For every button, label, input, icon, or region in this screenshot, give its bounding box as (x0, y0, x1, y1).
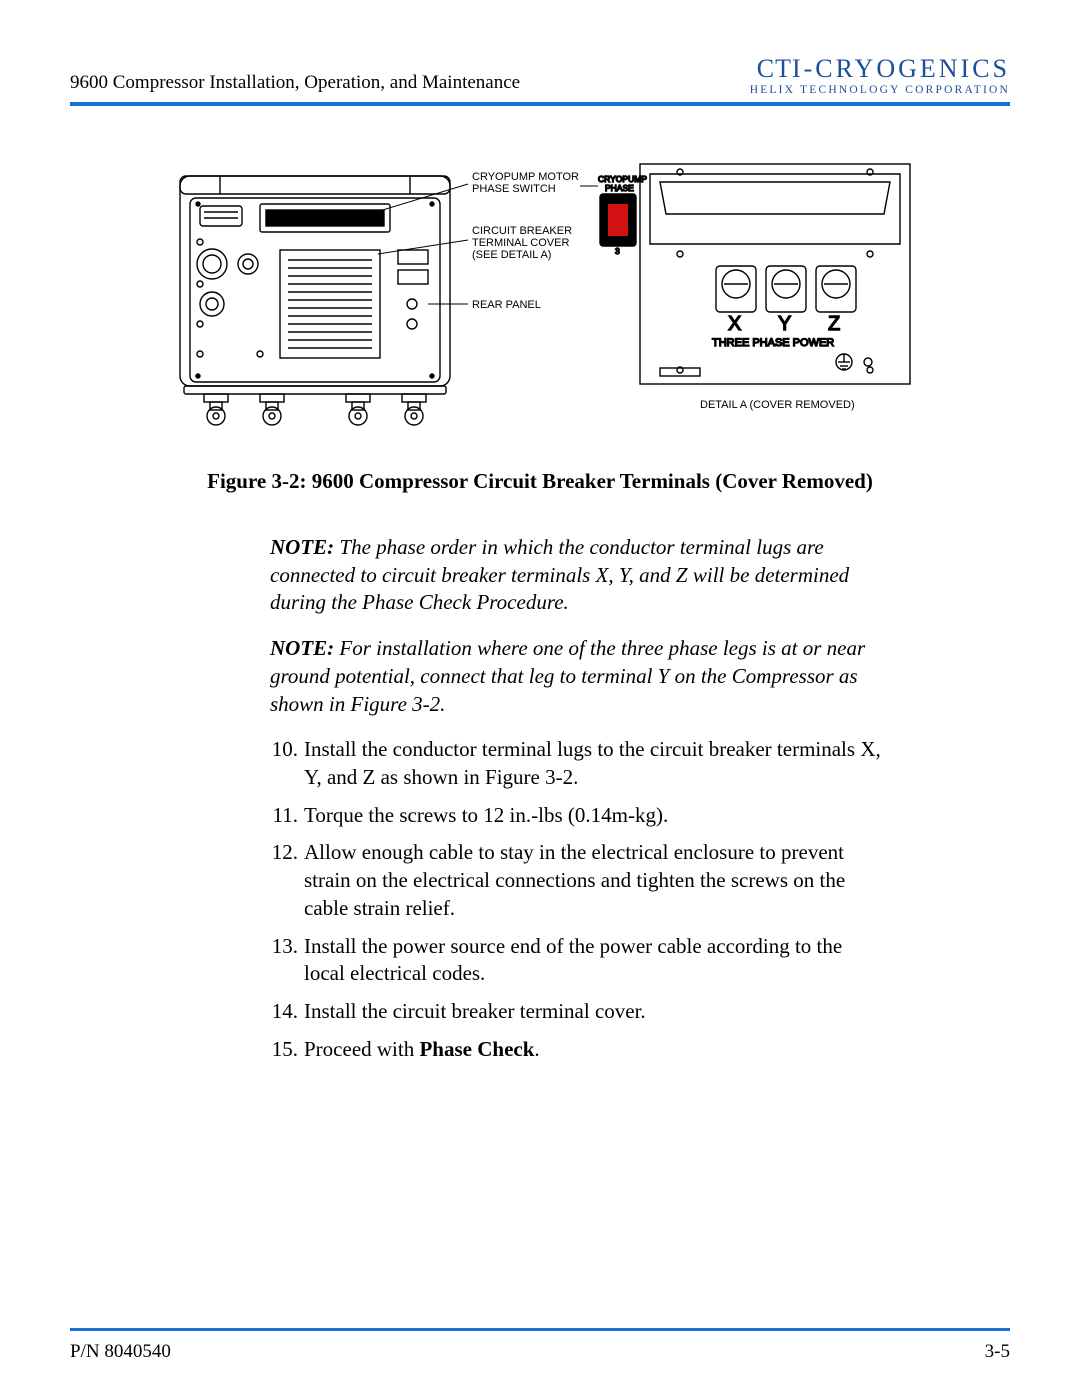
step-14-num: 14. (270, 998, 304, 1026)
step-11: 11.Torque the screws to 12 in.-lbs (0.14… (270, 802, 885, 830)
label-three-phase: THREE PHASE POWER (712, 337, 834, 349)
detail-a-icon: CRYOPUMP PHASE 2 3 (598, 164, 910, 384)
step-15-bold: Phase Check (419, 1037, 534, 1061)
page-header: 9600 Compressor Installation, Operation,… (70, 50, 1010, 96)
step-12-text: Allow enough cable to stay in the electr… (304, 839, 885, 922)
label-phase-switch: PHASE SWITCH (472, 183, 556, 195)
step-11-text: Torque the screws to 12 in.-lbs (0.14m-k… (304, 802, 885, 830)
label-terminal-cover: TERMINAL COVER (472, 237, 569, 249)
step-15-post: . (534, 1037, 539, 1061)
document-title: 9600 Compressor Installation, Operation,… (70, 72, 520, 96)
note-2-label: NOTE: (270, 636, 334, 660)
step-14: 14.Install the circuit breaker terminal … (270, 998, 885, 1026)
figure-caption: Figure 3-2: 9600 Compressor Circuit Brea… (70, 469, 1010, 494)
logo-cryogenics: CRYOGENICS (815, 54, 1010, 83)
logo-subtitle: HELIX TECHNOLOGY CORPORATION (750, 84, 1010, 96)
note-1-text: The phase order in which the conductor t… (270, 535, 849, 614)
label-cryopump-motor: CRYOPUMP MOTOR (472, 171, 579, 183)
page: 9600 Compressor Installation, Operation,… (0, 0, 1080, 1397)
note-2: NOTE: For installation where one of the … (270, 635, 885, 718)
steps-list: 10.Install the conductor terminal lugs t… (270, 736, 885, 1063)
logo-dash: - (802, 54, 816, 83)
label-switch-2: 2 (615, 194, 620, 204)
header-rule (70, 102, 1010, 106)
part-number: P/N 8040540 (70, 1341, 171, 1363)
step-11-num: 11. (270, 802, 304, 830)
label-detail-a: DETAIL A (COVER REMOVED) (700, 399, 855, 411)
figure-svg: CRYOPUMP MOTOR PHASE SWITCH CIRCUIT BREA… (160, 154, 920, 434)
page-footer: P/N 8040540 3-5 (70, 1341, 1010, 1363)
compressor-unit-icon (180, 176, 450, 425)
step-14-text: Install the circuit breaker terminal cov… (304, 998, 885, 1026)
page-number: 3-5 (985, 1341, 1010, 1363)
step-10: 10.Install the conductor terminal lugs t… (270, 736, 885, 791)
brand-logo: CTI-CRYOGENICS HELIX TECHNOLOGY CORPORAT… (750, 56, 1010, 96)
label-rear-panel: REAR PANEL (472, 299, 541, 311)
footer-rule (70, 1328, 1010, 1331)
logo-cti: CTI (757, 54, 802, 83)
body-text: NOTE: The phase order in which the condu… (270, 534, 885, 1064)
figure-3-2: CRYOPUMP MOTOR PHASE SWITCH CIRCUIT BREA… (70, 154, 1010, 439)
label-phase: PHASE (605, 183, 634, 193)
step-15-text: Proceed with Phase Check. (304, 1036, 885, 1064)
label-y: Y (778, 313, 791, 335)
note-1-label: NOTE: (270, 535, 334, 559)
label-switch-3: 3 (615, 246, 620, 256)
label-x: X (728, 313, 741, 335)
leader-lines-icon (330, 184, 468, 304)
step-15-num: 15. (270, 1036, 304, 1064)
label-see-detail-a: (SEE DETAIL A) (472, 249, 551, 261)
step-12: 12.Allow enough cable to stay in the ele… (270, 839, 885, 922)
step-12-num: 12. (270, 839, 304, 922)
step-15: 15.Proceed with Phase Check. (270, 1036, 885, 1064)
step-15-pre: Proceed with (304, 1037, 419, 1061)
step-13-text: Install the power source end of the powe… (304, 933, 885, 988)
label-circuit-breaker: CIRCUIT BREAKER (472, 225, 572, 237)
step-13-num: 13. (270, 933, 304, 988)
logo-top-line: CTI-CRYOGENICS (750, 56, 1010, 82)
label-z: Z (828, 313, 840, 335)
step-10-num: 10. (270, 736, 304, 791)
step-13: 13.Install the power source end of the p… (270, 933, 885, 988)
step-10-text: Install the conductor terminal lugs to t… (304, 736, 885, 791)
note-2-text: For installation where one of the three … (270, 636, 865, 715)
note-1: NOTE: The phase order in which the condu… (270, 534, 885, 617)
